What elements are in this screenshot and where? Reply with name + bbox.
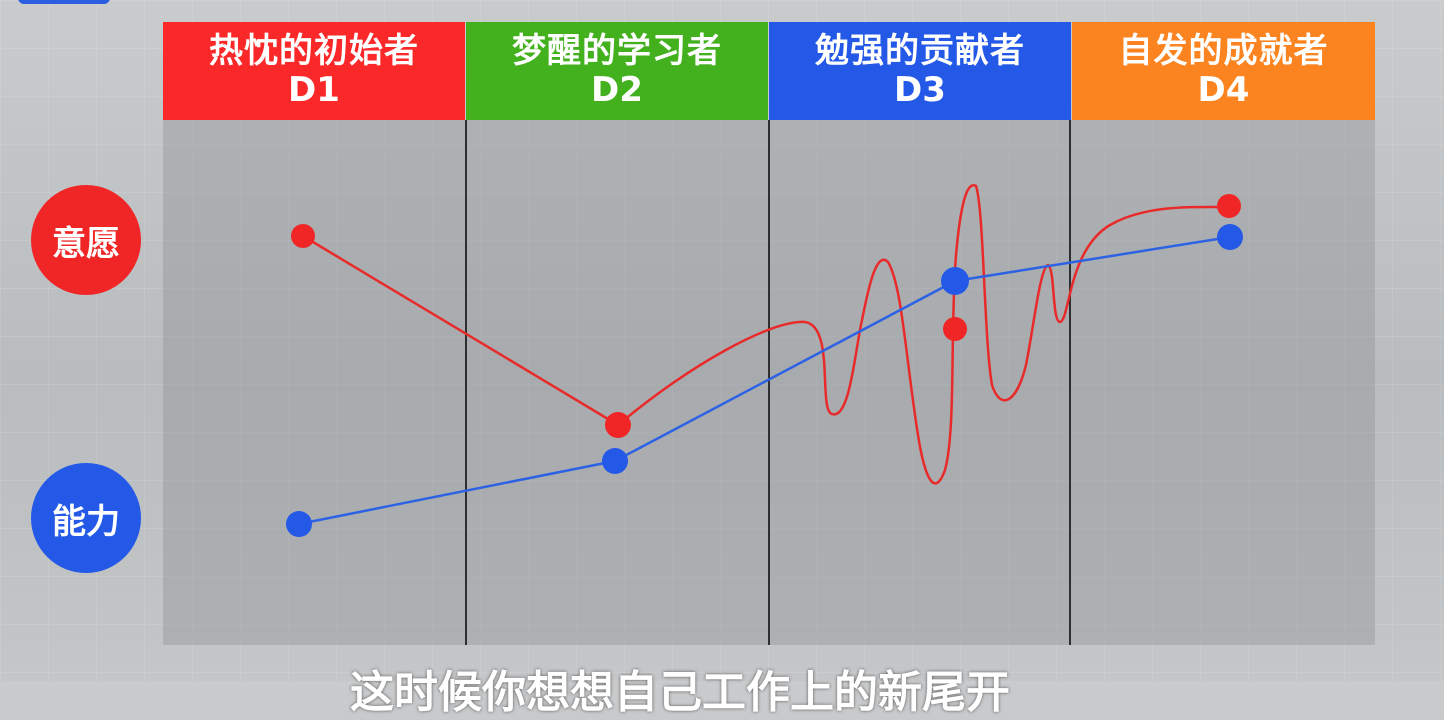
ability-point-d1 — [286, 511, 312, 537]
subtitle-caption: 这时候你想想自己工作上的新尾开 — [350, 667, 1010, 718]
willingness-point-d1 — [291, 224, 315, 248]
ability-point-d4 — [1217, 224, 1243, 250]
stage-divider-1 — [465, 120, 467, 645]
willingness-point-d2 — [605, 412, 631, 438]
stage-code: D1 — [288, 70, 340, 110]
stage-code: D2 — [591, 70, 643, 110]
stage-code: D4 — [1197, 70, 1250, 110]
stage-divider-3 — [1069, 120, 1071, 645]
top-left-chip — [18, 0, 110, 4]
ability-curve — [298, 235, 1231, 526]
stage-header-d1: 热忱的初始者 D1 — [163, 22, 465, 120]
development-curves — [286, 184, 1243, 537]
stage-header-d2: 梦醒的学习者 D2 — [466, 22, 768, 120]
stage-header-d4: 自发的成就者 D4 — [1072, 22, 1375, 120]
stage-header-d3: 勉强的贡献者 D3 — [769, 22, 1071, 120]
willingness-point-d4 — [1217, 194, 1241, 218]
stage-name: 勉强的贡献者 — [815, 30, 1025, 71]
ability-label: 能力 — [31, 463, 141, 573]
stage-name: 梦醒的学习者 — [512, 30, 722, 71]
willingness-label: 意愿 — [31, 185, 141, 295]
ability-point-d2 — [602, 448, 628, 474]
willingness-curve — [302, 184, 1230, 485]
stage-name: 自发的成就者 — [1118, 30, 1329, 71]
ability-point-d3 — [941, 267, 969, 295]
stage-name: 热忱的初始者 — [209, 30, 419, 71]
stage-code: D3 — [894, 70, 946, 110]
stage-divider-2 — [768, 120, 770, 645]
willingness-point-d3 — [943, 317, 967, 341]
